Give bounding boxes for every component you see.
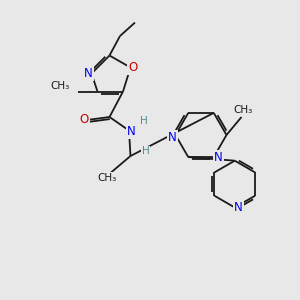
- Text: H: H: [140, 116, 148, 127]
- Text: N: N: [234, 201, 243, 214]
- Text: O: O: [80, 113, 88, 127]
- Text: N: N: [84, 67, 93, 80]
- Text: O: O: [128, 61, 137, 74]
- Text: CH₃: CH₃: [233, 105, 253, 116]
- Text: H: H: [142, 146, 149, 157]
- Text: CH₃: CH₃: [50, 81, 70, 91]
- Text: N: N: [214, 151, 223, 164]
- Text: N: N: [168, 131, 177, 144]
- Text: CH₃: CH₃: [97, 173, 116, 183]
- Text: N: N: [127, 125, 136, 139]
